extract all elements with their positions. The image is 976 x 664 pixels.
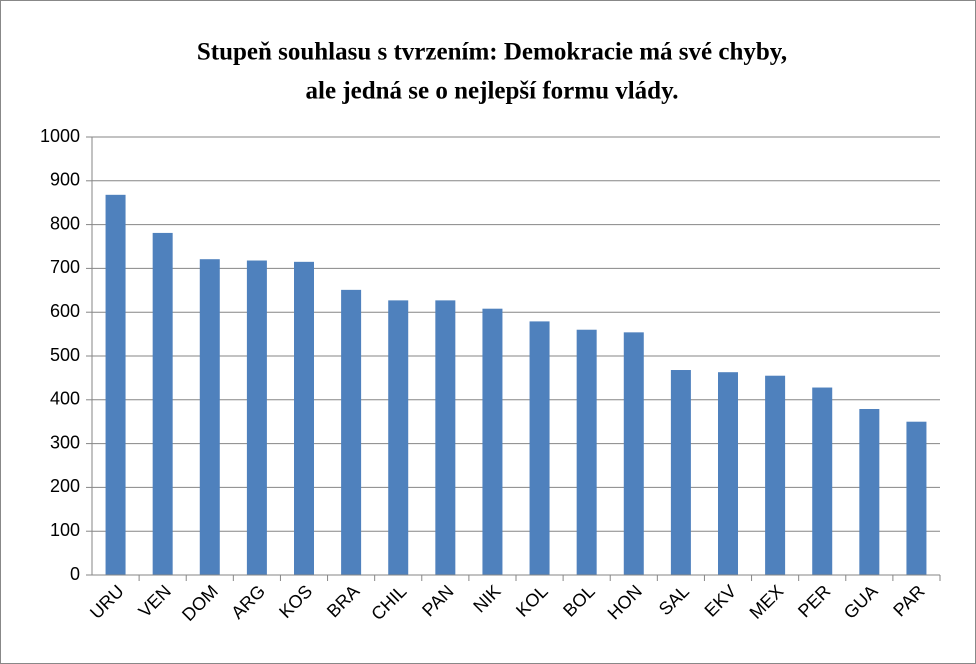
y-tick-label: 600 <box>50 301 80 321</box>
bar <box>482 308 503 575</box>
chart-title: Stupeň souhlasu s tvrzením: Demokracie m… <box>197 39 787 66</box>
bar <box>199 259 220 575</box>
bar <box>670 370 691 575</box>
chart-title: ale jedná se o nejlepší formu vlády. <box>306 78 679 105</box>
bar <box>718 372 738 575</box>
bar <box>435 300 456 575</box>
bar <box>859 408 880 575</box>
bar <box>529 321 550 575</box>
bar <box>246 260 267 575</box>
y-tick-label: 0 <box>70 564 80 584</box>
bar <box>152 232 173 575</box>
bar <box>623 332 644 575</box>
bar <box>105 194 126 576</box>
y-tick-label: 500 <box>50 345 80 365</box>
bar <box>576 329 597 575</box>
y-tick-label: 1000 <box>40 126 80 146</box>
y-tick-label: 900 <box>50 170 80 190</box>
y-tick-label: 300 <box>50 432 80 452</box>
bar <box>388 300 409 575</box>
bar <box>341 289 362 575</box>
y-tick-label: 100 <box>50 520 80 540</box>
bar <box>294 261 314 575</box>
bar <box>765 375 786 575</box>
y-tick-label: 400 <box>50 389 80 409</box>
y-tick-label: 800 <box>50 213 80 233</box>
y-tick-label: 200 <box>50 476 80 496</box>
y-tick-label: 700 <box>50 257 80 277</box>
bar <box>906 421 927 575</box>
bar <box>812 387 833 575</box>
